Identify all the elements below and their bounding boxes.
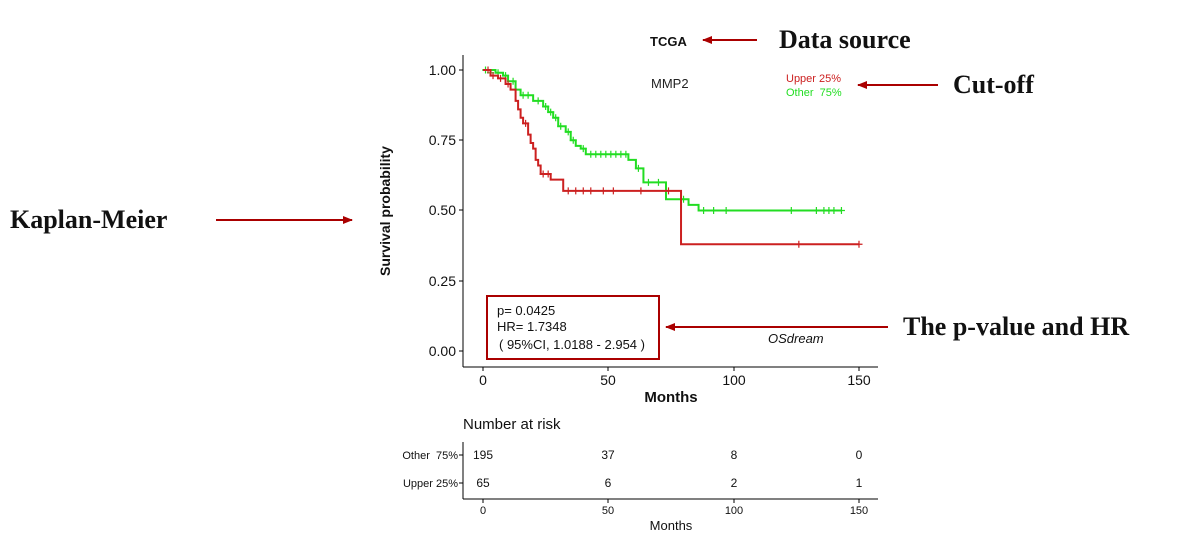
x-tick-label: 50: [600, 372, 616, 388]
y-ticks: 1.00 0.75 0.50 0.25 0.00: [429, 62, 463, 359]
x-ticks: 0 50 100 150: [479, 367, 871, 388]
censor-mark: [534, 97, 542, 105]
censor-mark: [654, 178, 662, 186]
risk-cell: 6: [605, 476, 612, 490]
y-tick-label: 0.50: [429, 202, 456, 218]
risk-cell: 65: [476, 476, 490, 490]
censor-mark: [722, 207, 730, 214]
risk-cell: 37: [601, 448, 615, 462]
censor-mark: [489, 72, 497, 80]
x-axis-title: Months: [644, 389, 697, 406]
y-axis-title: Survival probability: [377, 146, 393, 276]
y-tick-label: 0.25: [429, 273, 456, 289]
censor-mark: [524, 91, 532, 99]
censor-mark: [700, 207, 708, 214]
censor-mark: [564, 128, 572, 136]
risk-cell: 8: [731, 448, 738, 462]
censor-mark: [637, 187, 645, 195]
censor-mark: [522, 119, 530, 127]
pvalue-hr-annotation: The p-value and HR: [903, 312, 1129, 341]
censor-mark: [644, 178, 652, 186]
censor-mark: [547, 108, 555, 116]
stats-box-frame: [486, 295, 660, 360]
upper-25-curve: [483, 69, 859, 246]
censor-mark: [587, 187, 595, 195]
y-tick-label: 1.00: [429, 62, 456, 78]
risk-cell: 195: [473, 448, 493, 462]
y-tick-label: 0.75: [429, 132, 456, 148]
risk-x-axis-title: Months: [650, 518, 693, 533]
risk-cell: 0: [856, 448, 863, 462]
censor-mark: [542, 103, 550, 111]
legend-entry-upper: Upper 25%: [786, 73, 841, 85]
risk-x-tick-label: 0: [480, 505, 486, 517]
stats-box: p= 0.0425 HR= 1.7348 ( 95%CI, 1.0188 - 2…: [486, 295, 660, 360]
censor-mark: [572, 187, 580, 195]
risk-table: Number at risk Other 75% Upper 25% 195 3…: [402, 416, 878, 533]
censor-mark: [509, 77, 517, 85]
censor-mark: [795, 240, 803, 248]
x-tick-label: 150: [847, 372, 871, 388]
censor-mark: [664, 187, 672, 195]
risk-cell: 2: [731, 476, 738, 490]
censor-mark: [812, 207, 820, 214]
censor-mark: [552, 114, 560, 122]
x-tick-label: 0: [479, 372, 487, 388]
censor-mark: [622, 150, 630, 158]
censor-mark: [634, 164, 642, 172]
censor-mark: [837, 207, 845, 214]
censor-mark: [564, 187, 572, 195]
risk-row-label: Other 75%: [402, 450, 458, 462]
cutoff-annotation: Cut-off: [953, 70, 1034, 99]
km-plot: 1.00 0.75 0.50 0.25 0.00 0 50 100 150 Mo…: [377, 34, 878, 406]
kaplan-meier-annotation: Kaplan-Meier: [10, 205, 167, 234]
censor-mark: [569, 136, 577, 144]
risk-x-tick-label: 150: [850, 505, 868, 517]
censor-mark: [579, 145, 587, 153]
legend-entry-other: Other 75%: [786, 87, 842, 99]
censor-mark: [710, 207, 718, 214]
risk-x-tick-label: 100: [725, 505, 743, 517]
risk-table-title: Number at risk: [463, 416, 561, 433]
risk-cell: 1: [856, 476, 863, 490]
hazard-ratio: HR= 1.7348: [497, 319, 567, 334]
censor-mark: [544, 170, 552, 178]
watermark: OSdream: [768, 331, 824, 346]
data-source-label: TCGA: [650, 34, 687, 49]
censor-mark: [599, 187, 607, 195]
censor-mark: [855, 240, 863, 248]
censor-mark: [830, 207, 838, 214]
censor-mark: [504, 80, 512, 88]
y-tick-label: 0.00: [429, 343, 456, 359]
censor-mark: [557, 122, 565, 130]
annotations: Data source Cut-off Kaplan-Meier The p-v…: [10, 25, 1129, 341]
censor-mark: [484, 66, 492, 74]
censor-mark: [787, 207, 795, 214]
censor-mark: [497, 74, 505, 82]
p-value: p= 0.0425: [497, 303, 555, 318]
censor-mark: [579, 187, 587, 195]
gene-label: MMP2: [651, 76, 689, 91]
censor-mark: [609, 187, 617, 195]
confidence-interval: ( 95%CI, 1.0188 - 2.954 ): [499, 337, 645, 352]
x-tick-label: 100: [722, 372, 746, 388]
series-layer: [482, 66, 863, 248]
risk-x-tick-label: 50: [602, 505, 614, 517]
risk-row-label: Upper 25%: [403, 478, 458, 490]
data-source-annotation: Data source: [779, 25, 911, 54]
legend: Upper 25% Other 75%: [786, 73, 842, 99]
